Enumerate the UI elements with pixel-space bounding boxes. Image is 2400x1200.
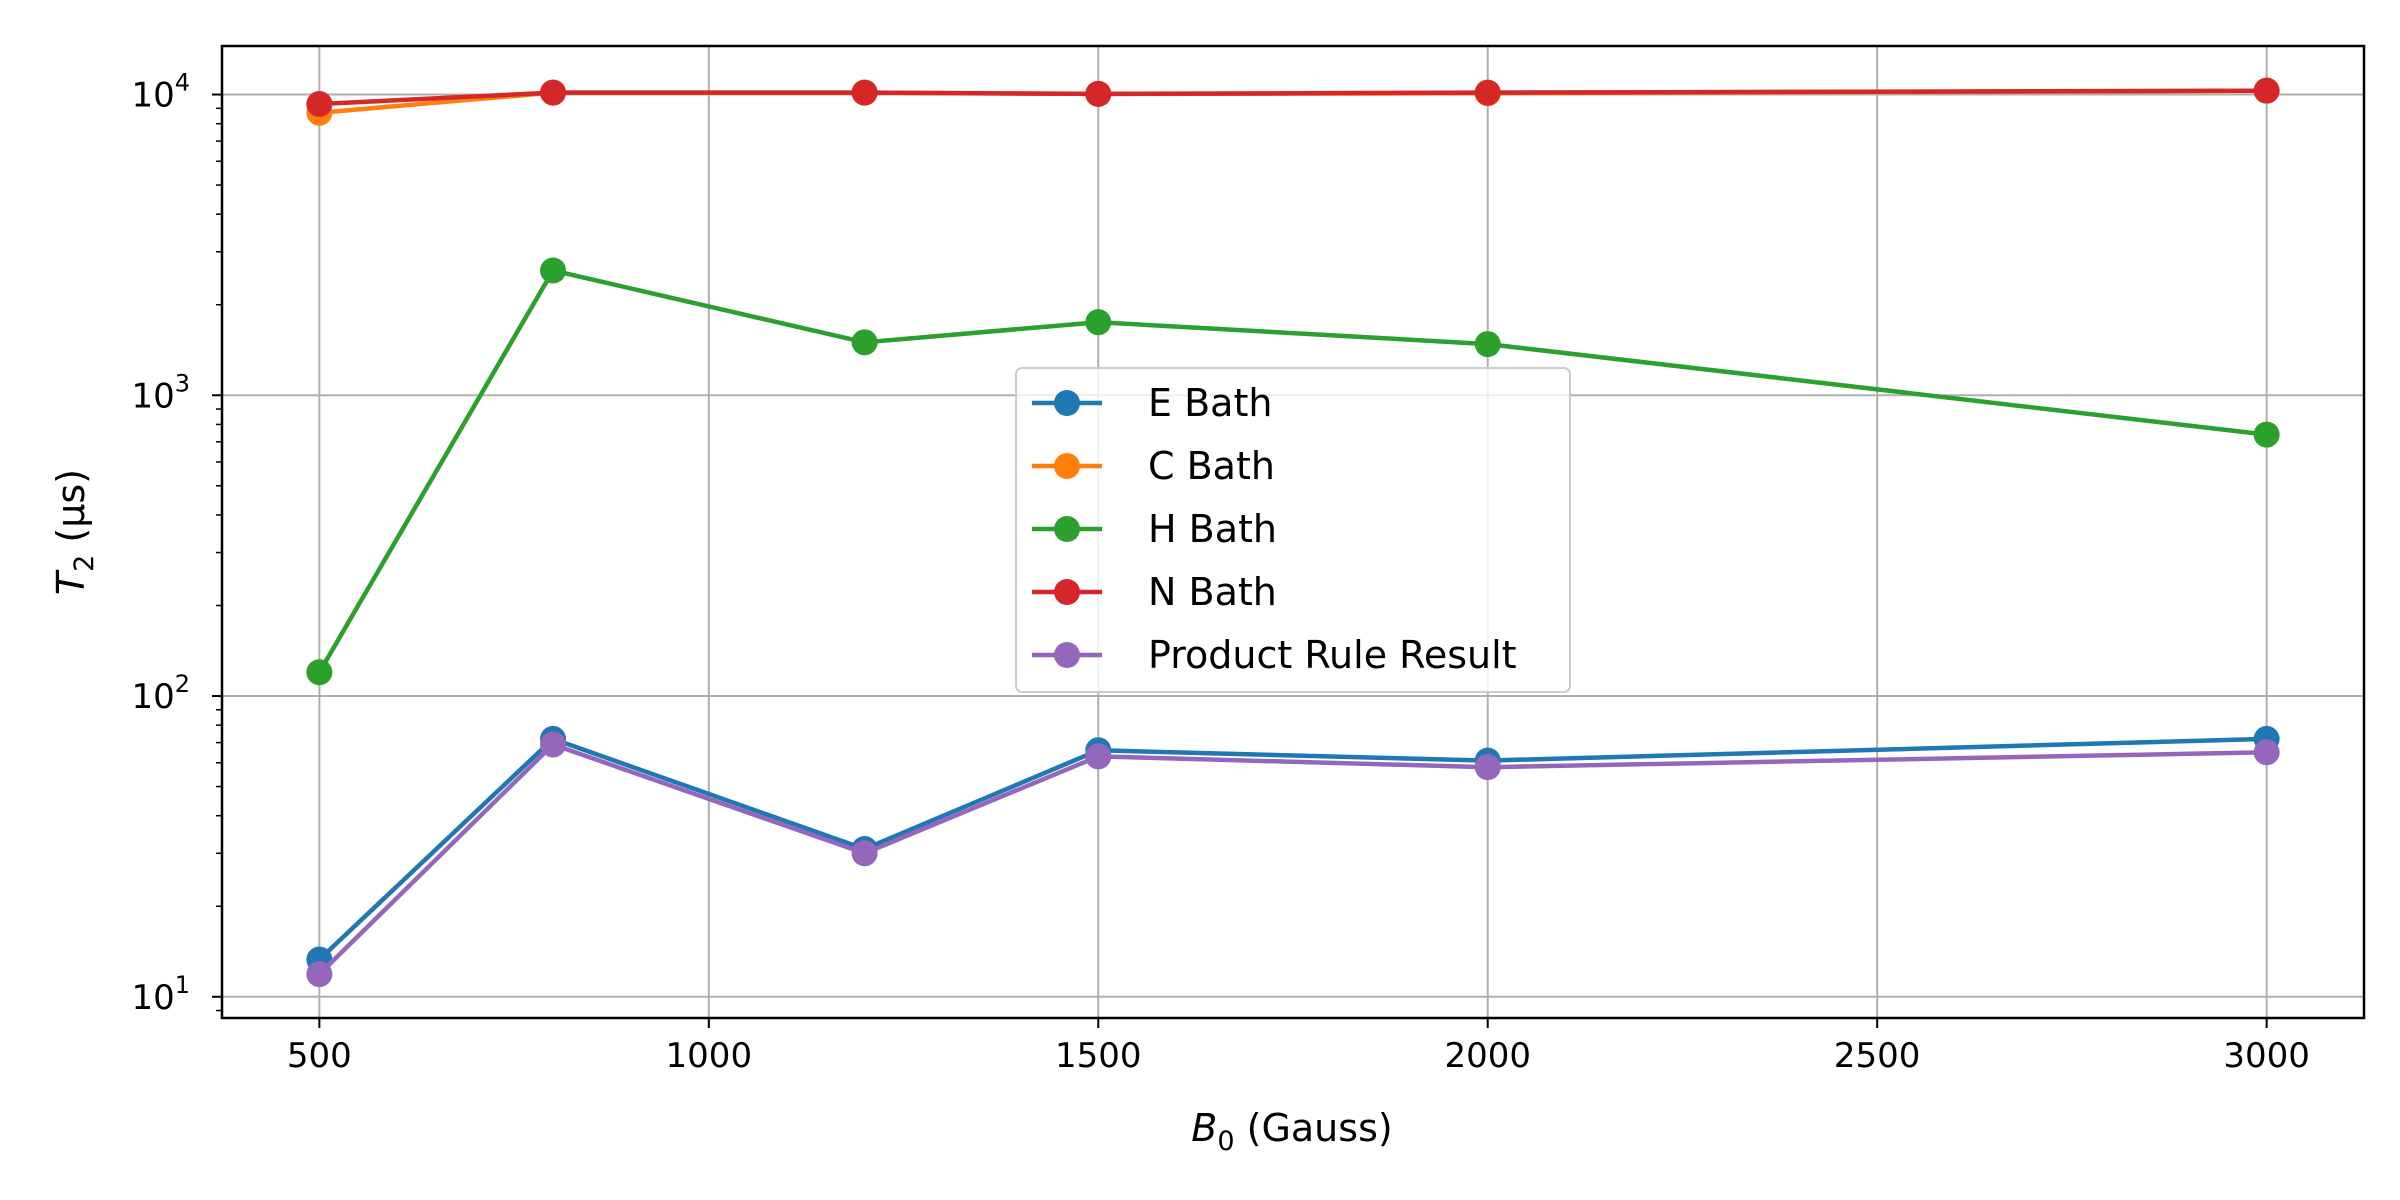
legend-label: N Bath bbox=[1148, 570, 1277, 614]
legend-label: Product Rule Result bbox=[1148, 633, 1517, 677]
data-point bbox=[2253, 421, 2280, 448]
data-point bbox=[540, 731, 567, 758]
legend-swatch-marker bbox=[1054, 579, 1080, 605]
legend-label: E Bath bbox=[1148, 381, 1272, 425]
x-axis: 500 1000 1500 2000 2500 3000 bbox=[287, 1018, 2310, 1076]
legend-label: H Bath bbox=[1148, 507, 1277, 551]
data-point bbox=[1474, 331, 1501, 358]
legend-item: N Bath bbox=[1032, 570, 1277, 614]
y-tick-label: 102 bbox=[131, 670, 190, 717]
series-line bbox=[317, 268, 2267, 674]
x-axis-label: B0 (Gauss) bbox=[1191, 1106, 1392, 1157]
y-tick-label: 104 bbox=[131, 69, 190, 116]
data-point bbox=[540, 257, 567, 284]
data-point bbox=[1085, 80, 1112, 107]
series-3 bbox=[306, 77, 2280, 118]
legend-box bbox=[1015, 367, 1571, 693]
series-line bbox=[319, 88, 2267, 107]
data-point bbox=[540, 79, 567, 106]
legend-label: C Bath bbox=[1148, 444, 1275, 488]
x-tick-label: 1000 bbox=[666, 1036, 753, 1076]
series-layer bbox=[306, 77, 2280, 988]
data-point bbox=[1085, 309, 1112, 336]
data-point bbox=[851, 329, 878, 356]
data-point bbox=[306, 91, 333, 118]
legend-swatch-marker bbox=[1054, 453, 1080, 479]
legend: E Bath C Bath H Bath N Bath Product Rule Res… bbox=[1015, 367, 1571, 693]
y-axis-label: T2 (μs) bbox=[49, 469, 100, 595]
x-tick-label: 2000 bbox=[1444, 1036, 1531, 1076]
y-tick-label: 101 bbox=[131, 971, 190, 1018]
series-4 bbox=[306, 731, 2280, 988]
legend-swatch-marker bbox=[1054, 642, 1080, 668]
plot-frame bbox=[220, 44, 2366, 1020]
data-point bbox=[2253, 77, 2280, 104]
series-2 bbox=[306, 257, 2280, 686]
legend-item: C Bath bbox=[1032, 444, 1275, 488]
series-line bbox=[317, 742, 2267, 976]
data-point bbox=[306, 961, 333, 988]
legend-swatch-marker bbox=[1054, 516, 1080, 542]
data-point bbox=[1474, 754, 1501, 781]
data-point bbox=[306, 659, 333, 686]
legend-item: E Bath bbox=[1032, 381, 1272, 425]
data-point bbox=[1474, 79, 1501, 106]
x-tick-label: 2500 bbox=[1834, 1036, 1921, 1076]
data-point bbox=[2253, 739, 2280, 766]
y-tick-label: 103 bbox=[131, 369, 190, 416]
data-point bbox=[851, 79, 878, 106]
legend-item: H Bath bbox=[1032, 507, 1277, 551]
x-tick-label: 1500 bbox=[1055, 1036, 1142, 1076]
y-axis: 101 102 103 104 bbox=[131, 69, 222, 1018]
legend-swatch-marker bbox=[1054, 390, 1080, 416]
series-line bbox=[317, 736, 2267, 962]
x-tick-label: 3000 bbox=[2223, 1036, 2310, 1076]
legend-item: Product Rule Result bbox=[1032, 633, 1517, 677]
data-point bbox=[851, 840, 878, 867]
data-point bbox=[1085, 743, 1112, 770]
x-tick-label: 500 bbox=[287, 1036, 352, 1076]
